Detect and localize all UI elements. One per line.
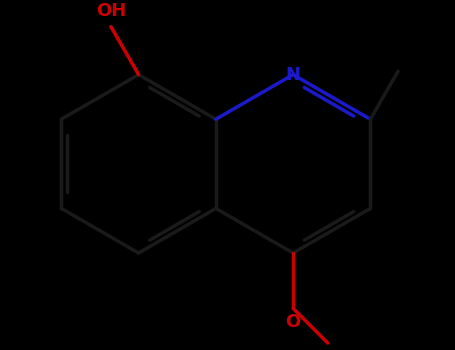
- Text: N: N: [286, 65, 301, 84]
- Text: OH: OH: [96, 2, 126, 21]
- Text: O: O: [285, 313, 301, 331]
